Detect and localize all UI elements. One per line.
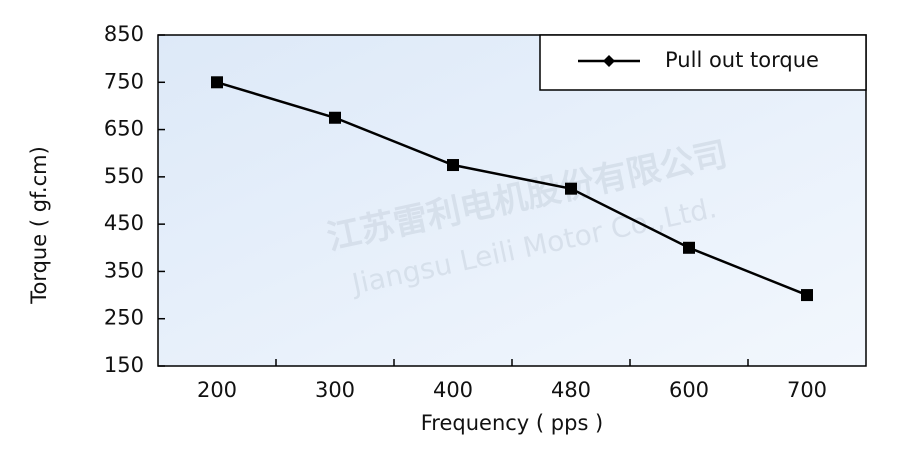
y-tick-label: 650	[104, 117, 144, 141]
legend-label: Pull out torque	[665, 48, 819, 72]
series-line	[216, 81, 808, 297]
y-axis-label: Torque ( gf.cm)	[27, 146, 51, 305]
y-tick-label: 750	[104, 69, 144, 93]
data-point	[565, 182, 577, 195]
x-tick-label: 400	[433, 378, 473, 402]
y-tick-label: 350	[104, 258, 144, 282]
data-point	[447, 159, 459, 172]
x-tick-label: 200	[197, 378, 237, 402]
data-point	[683, 241, 695, 254]
y-tick-label: 850	[104, 22, 144, 46]
legend-box	[539, 34, 867, 91]
data-point	[801, 289, 813, 302]
legend-marker	[603, 55, 615, 67]
x-axis-label: Frequency ( pps )	[421, 411, 604, 435]
y-tick-label: 450	[104, 211, 144, 235]
x-tick-label: 480	[551, 378, 591, 402]
y-tick-label: 550	[104, 164, 144, 188]
x-tick-label: 600	[669, 378, 709, 402]
x-tick-label: 700	[787, 378, 827, 402]
legend: Pull out torque	[539, 34, 867, 91]
data-point	[329, 111, 341, 124]
y-tick-label: 250	[104, 306, 144, 330]
y-tick-label: 150	[104, 353, 144, 377]
x-tick-label: 300	[315, 378, 355, 402]
data-point	[211, 76, 223, 89]
